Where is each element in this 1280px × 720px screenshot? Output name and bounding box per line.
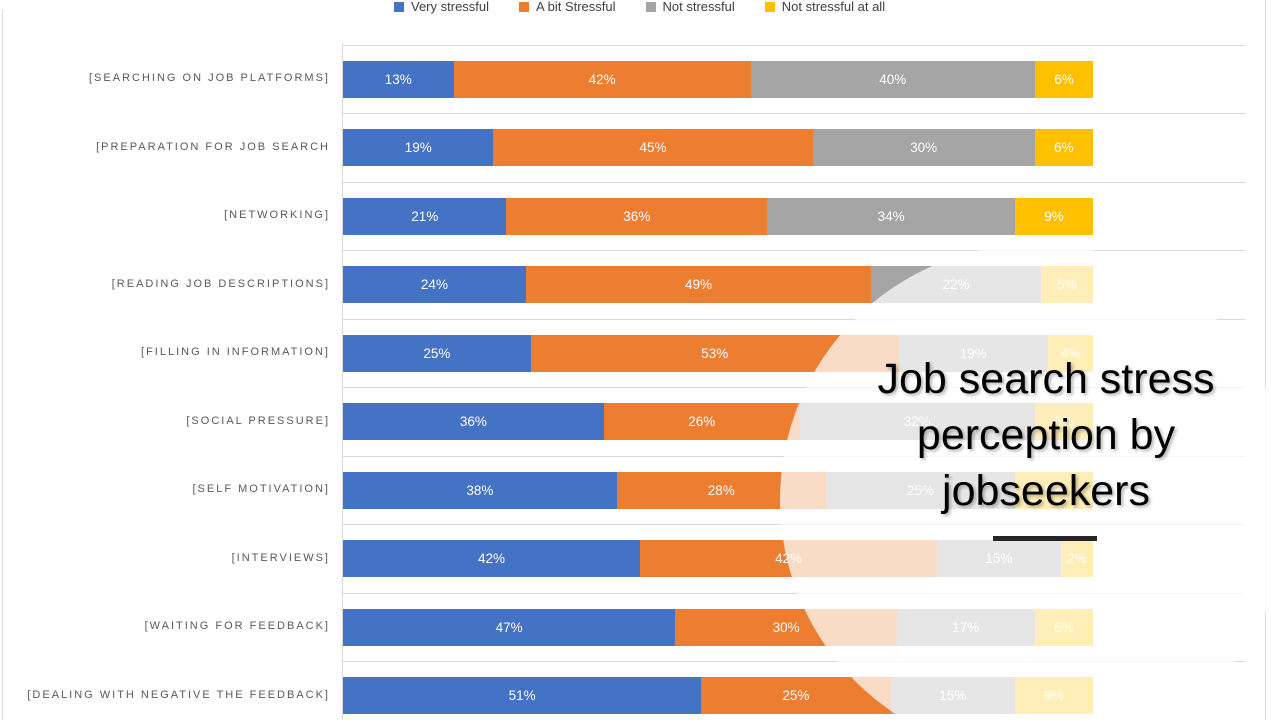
legend-item-1: A bit Stressful	[519, 0, 616, 18]
y-axis-line	[342, 44, 343, 720]
bar-segment: 13%	[343, 60, 454, 98]
gridline	[343, 181, 1245, 183]
category-label: [INTERVIEWS]	[231, 551, 330, 564]
gridline	[343, 661, 1245, 662]
bar-segment: 42%	[343, 540, 641, 577]
category-label: [WAITING FOR FEEDBACK]	[144, 620, 330, 632]
legend-label: A bit Stressful	[536, 0, 616, 14]
bar-segment: 36%	[506, 197, 768, 235]
bar-row: 21% 36% 34% 9%	[343, 197, 1093, 235]
gridline	[343, 113, 1245, 114]
gridline	[343, 44, 1245, 46]
bar-row: 13% 42% 40% 6%	[343, 60, 1093, 98]
category-label: [PREPARATION FOR JOB SEARCH	[96, 140, 330, 153]
white-circle-overlay	[780, 244, 1280, 720]
gridline	[343, 387, 1245, 388]
legend-label: Not stressful at all	[781, 0, 886, 14]
gridline	[343, 592, 1245, 594]
bar-segment: 25%	[343, 334, 531, 372]
bar-row: 19% 45% 30% 6%	[343, 129, 1093, 166]
bar-segment: 21%	[343, 197, 507, 235]
category-label: [SEARCHING ON JOB PLATFORMS]	[89, 72, 330, 84]
gridline	[343, 318, 1245, 320]
bar-segment: 49%	[525, 266, 872, 303]
bar-segment: 26%	[603, 403, 800, 440]
legend-swatch-icon	[645, 1, 656, 12]
legend-swatch-icon	[394, 1, 404, 12]
bar-segment: 30%	[812, 129, 1035, 166]
slide-left-border	[2, 10, 3, 720]
bar-segment: 19%	[343, 129, 494, 166]
bar-segment: 45%	[493, 129, 813, 166]
chart-legend: Very stressful A bit Stressful Not stressf…	[394, 0, 885, 18]
bar-segment: 40%	[750, 60, 1035, 98]
bar-segment: 36%	[343, 403, 604, 440]
bar-segment: 47%	[343, 608, 676, 646]
legend-item-0: Very stressful	[394, 0, 489, 18]
bar-segment: 24%	[343, 266, 526, 303]
legend-item-3: Not stressful at all	[764, 0, 886, 18]
title-underline-bar	[993, 536, 1097, 541]
category-label: [READING JOB DESCRIPTIONS]	[111, 277, 330, 290]
chart-title: Job search stress perception by jobseeke…	[877, 355, 1215, 515]
category-label: [DEALING WITH NEGATIVE THE FEEDBACK]	[27, 688, 330, 701]
category-label: [SELF MOTIVATION]	[192, 483, 330, 495]
bar-segment: 6%	[1034, 60, 1093, 98]
bar-segment: 51%	[343, 677, 702, 714]
slide-right-border	[1265, 0, 1266, 720]
category-label: [NETWORKING]	[224, 209, 330, 221]
legend-label: Not stressful	[662, 0, 735, 14]
bar-segment: 42%	[453, 60, 751, 98]
bar-segment: 9%	[1015, 197, 1093, 235]
category-label: [FILLING IN INFORMATION]	[141, 346, 330, 358]
legend-swatch-icon	[764, 1, 775, 12]
category-label: [SOCIAL PRESSURE]	[186, 414, 330, 427]
gridline	[343, 250, 1245, 251]
legend-swatch-icon	[519, 1, 530, 12]
legend-item-2: Not stressful	[645, 0, 735, 18]
bar-segment: 38%	[343, 471, 617, 509]
bar-segment: 6%	[1034, 129, 1093, 166]
bar-segment: 34%	[767, 197, 1016, 235]
legend-label: Very stressful	[411, 0, 490, 14]
